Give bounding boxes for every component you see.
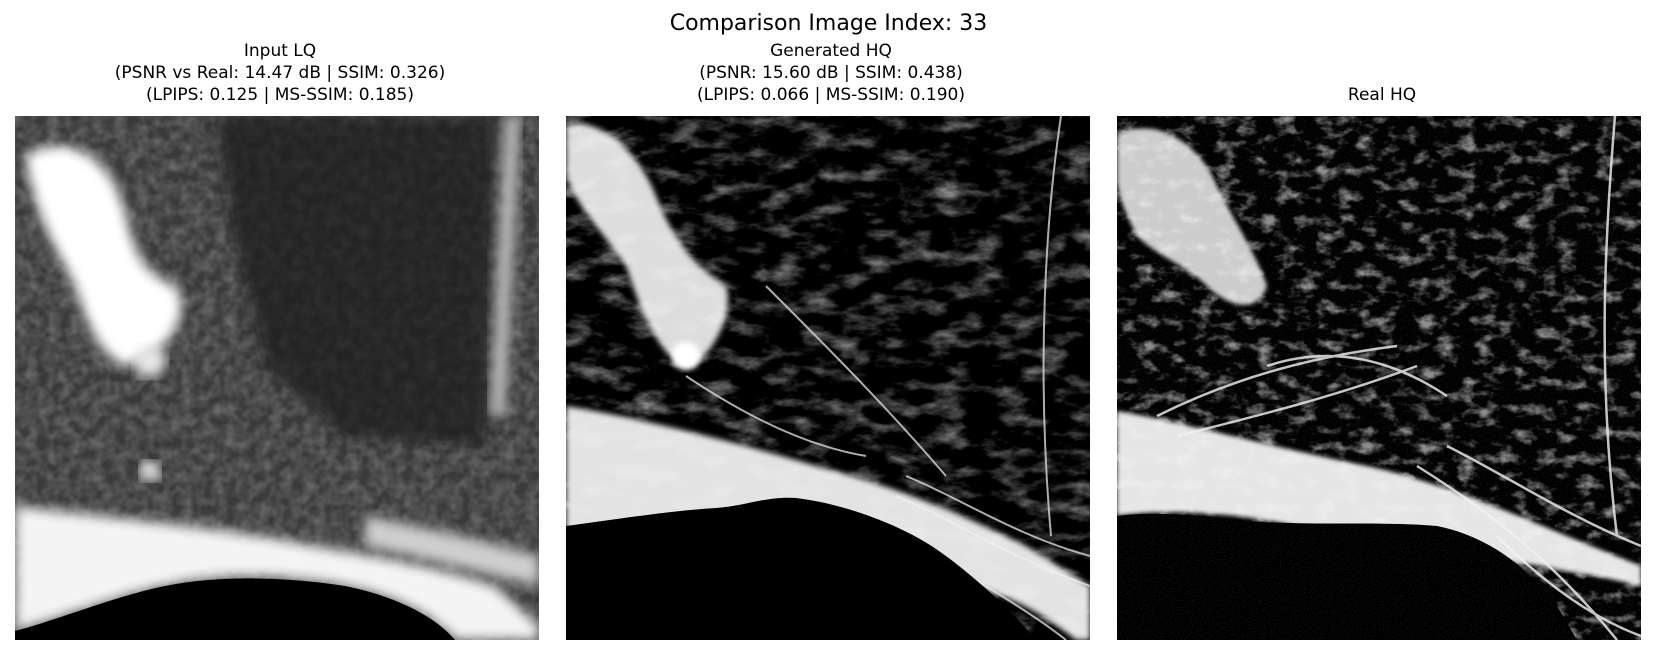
generated-hq-title: Generated HQ (PSNR: 15.60 dB | SSIM: 0.4… <box>551 40 1111 106</box>
real-hq-title-line-3: Real HQ <box>1347 85 1417 105</box>
generated-hq-image <box>566 116 1090 640</box>
real-hq-title: Real HQ <box>1102 40 1657 106</box>
figure-title: Comparison Image Index: 33 <box>669 11 988 36</box>
generated-hq-metrics-line-2: (LPIPS: 0.066 | MS-SSIM: 0.190) <box>696 85 966 105</box>
input-lq-title: Input LQ (PSNR vs Real: 14.47 dB | SSIM:… <box>0 40 560 106</box>
real-hq-title-line-2 <box>1102 62 1657 84</box>
generated-hq-metrics-line-1: (PSNR: 15.60 dB | SSIM: 0.438) <box>699 63 963 83</box>
real-hq-image <box>1117 116 1641 640</box>
real-hq-title-line-1 <box>1102 40 1657 62</box>
generated-hq-title-line-1: Generated HQ <box>770 41 892 61</box>
input-lq-metrics-line-1: (PSNR vs Real: 14.47 dB | SSIM: 0.326) <box>114 63 446 83</box>
input-lq-title-line-1: Input LQ <box>243 41 317 61</box>
input-lq-image <box>15 116 539 640</box>
input-lq-metrics-line-2: (LPIPS: 0.125 | MS-SSIM: 0.185) <box>145 85 415 105</box>
